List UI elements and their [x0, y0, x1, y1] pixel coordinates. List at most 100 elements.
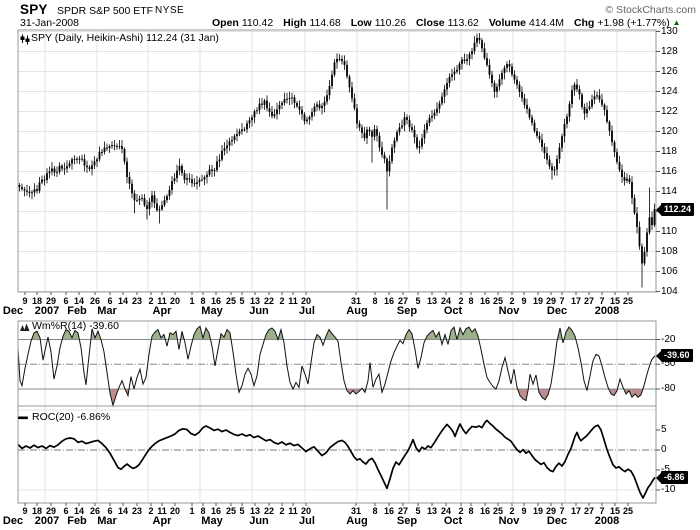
price-bars [18, 33, 656, 288]
x-tick-label: 2 [458, 505, 464, 516]
x-tick-label: 27 [583, 505, 594, 516]
price-axis-label: 122 [661, 105, 678, 117]
x-tick-label: 2 [509, 505, 515, 516]
x-tick-label: 22 [263, 505, 274, 516]
month-label: Aug [346, 514, 368, 527]
month-label: Nov [498, 514, 520, 527]
price-axis-label: 114 [661, 185, 677, 197]
x-tick-label: 17 [570, 295, 581, 306]
price-axis-label: 130 [661, 25, 678, 37]
x-tick-label: 16 [210, 505, 221, 516]
x-tick-label: 5 [415, 295, 421, 306]
wmr-axis-label: -80 [661, 383, 676, 394]
open-label: Open [212, 17, 239, 29]
price-axis-label: 110 [661, 225, 677, 237]
candlestick-series-icon [20, 34, 30, 45]
x-tick-label: 31 [350, 295, 361, 306]
change-up-arrow-icon: ▲ [672, 18, 681, 27]
month-label: Dec [546, 514, 568, 527]
x-tick-label: 13 [426, 505, 437, 516]
month-label: Aug [346, 304, 368, 317]
wmr-axis-label: -50 [661, 358, 676, 370]
x-tick-label: 5 [415, 505, 421, 516]
x-tick-label: 29 [545, 505, 556, 516]
x-tick-label: 25 [225, 295, 236, 306]
roc-axis-label: 5 [661, 424, 667, 435]
month-label: Dec [2, 514, 24, 527]
x-tick-label: 7 [559, 295, 565, 306]
line-series-icon [18, 416, 28, 420]
x-tick-label: 11 [157, 295, 167, 306]
x-tick-label: 5 [239, 295, 245, 306]
x-tick-label: 31 [350, 505, 361, 516]
x-tick-label: 6 [63, 505, 69, 516]
x-tick-label: 8 [200, 505, 206, 516]
wmr-panel-label: Wm%R(14) -39.60 [32, 320, 119, 332]
x-tick-label: 2 [458, 295, 464, 306]
x-tick-label: 2 [279, 295, 285, 306]
x-tick-label: 6 [107, 295, 113, 306]
month-label: Jun [249, 514, 269, 527]
x-tick-label: 26 [89, 505, 100, 516]
month-label: Feb [67, 514, 87, 527]
x-tick-label: 29 [45, 295, 56, 306]
change-value: +1.98 (+1.77%) [597, 17, 670, 29]
x-tick-label: 16 [383, 505, 394, 516]
exchange-label: NYSE [155, 5, 185, 16]
x-tick-label: 27 [583, 295, 594, 306]
month-label: Dec [546, 304, 568, 317]
x-tick-label: 29 [45, 505, 56, 516]
month-label: 2007 [34, 304, 60, 317]
roc-axis-label: 0 [661, 444, 667, 455]
x-tick-label: 2 [148, 505, 154, 516]
x-tick-label: 13 [249, 295, 260, 306]
month-label: Dec [2, 304, 24, 317]
x-tick-label: 25 [492, 295, 503, 306]
price-tag: 112.24 [655, 203, 695, 216]
roc-axis-label: -5 [661, 464, 670, 475]
month-label: Apr [152, 514, 172, 527]
price-axis-label: 118 [661, 145, 677, 157]
x-tick-label: 9 [22, 295, 28, 306]
x-tick-label: 2 [509, 295, 515, 306]
x-tick-label: 7 [559, 505, 565, 516]
month-label: Sep [396, 304, 418, 317]
x-tick-label: 11 [288, 505, 298, 516]
x-tick-label: 16 [383, 295, 394, 306]
change-label: Chg [573, 17, 595, 29]
x-tick-label: 2 [279, 505, 285, 516]
x-tick-label: 8 [372, 505, 378, 516]
x-tick-label: 20 [169, 295, 180, 306]
x-tick-label: 16 [479, 505, 490, 516]
price-axis-label: 104 [661, 285, 678, 297]
volume-value: 414.4M [528, 17, 565, 29]
x-tick-label: 13 [249, 505, 260, 516]
month-label: May [201, 514, 223, 527]
x-tick-label: 19 [532, 505, 543, 516]
x-tick-label: 14 [73, 295, 84, 306]
month-label: 2008 [594, 514, 620, 527]
close-value: 113.62 [447, 17, 479, 29]
price-axis-label: 128 [661, 45, 678, 57]
x-tick-label: 25 [622, 295, 633, 306]
roc-line [17, 419, 656, 499]
x-tick-label: 1 [189, 505, 195, 516]
x-tick-label: 23 [131, 505, 142, 516]
x-tick-label: 15 [609, 295, 620, 306]
x-tick-label: 27 [397, 505, 408, 516]
x-tick-label: 17 [570, 505, 581, 516]
x-tick-label: 25 [622, 505, 633, 516]
price-axis-label: 126 [661, 65, 678, 77]
close-label: Close [415, 17, 445, 29]
x-tick-label: 22 [263, 295, 274, 306]
quote-summary: Open 110.42 High 114.68 Low 110.26 Close 113… [212, 17, 681, 29]
x-tick-label: 29 [545, 295, 556, 306]
x-tick-label: 23 [131, 295, 142, 306]
x-tick-label: 9 [22, 505, 28, 516]
month-label: Jul [299, 514, 315, 527]
x-tick-label: 13 [426, 295, 437, 306]
x-tick-label: 8 [372, 295, 378, 306]
x-tick-label: 6 [107, 505, 113, 516]
month-label: Sep [396, 514, 418, 527]
